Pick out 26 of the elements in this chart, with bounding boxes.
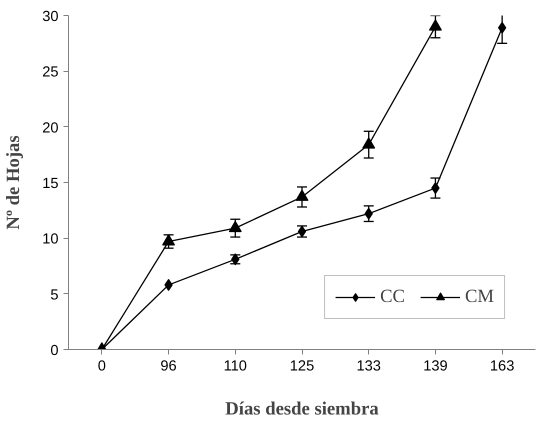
y-tick-label: 15 <box>42 176 59 192</box>
point <box>428 19 442 31</box>
x-tick-label: 163 <box>490 358 514 374</box>
point <box>362 137 376 149</box>
y-axis-title: Nº de Hojas <box>3 135 24 230</box>
x-tick-label: 139 <box>423 358 448 374</box>
x-tick-label: 125 <box>290 358 314 374</box>
point <box>431 182 440 194</box>
x-tick-label: 0 <box>98 358 106 374</box>
x-tick-label: 96 <box>160 358 177 374</box>
point <box>162 234 176 246</box>
y-tick-label: 25 <box>42 64 59 81</box>
y-tick-label: 30 <box>42 9 59 25</box>
point <box>296 190 308 201</box>
y-tick-label: 5 <box>50 287 59 304</box>
point <box>164 278 173 291</box>
x-tick-label: 110 <box>224 358 247 374</box>
y-tick-label: 0 <box>50 343 59 359</box>
legend-label: CM <box>464 286 494 308</box>
y-tick-label: 20 <box>42 120 59 136</box>
legend-label: CC <box>380 286 405 308</box>
point <box>228 220 242 232</box>
point <box>498 22 506 34</box>
x-tick-label: 133 <box>356 358 381 374</box>
x-axis-title: Días desde siembra <box>225 398 380 420</box>
y-tick-label: 10 <box>42 232 59 248</box>
